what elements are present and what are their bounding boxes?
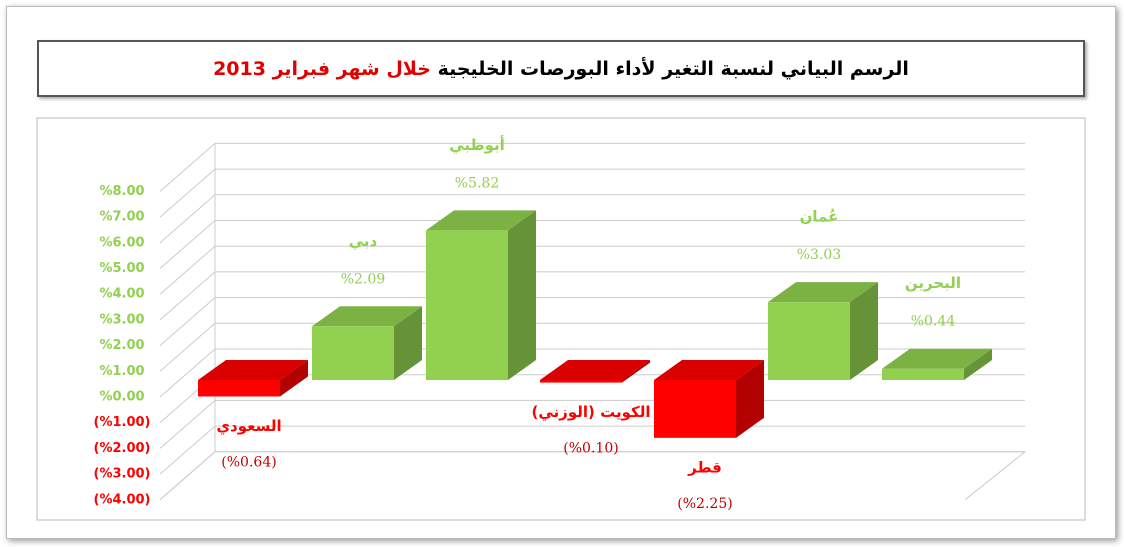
value-label: %2.09 [341, 271, 385, 287]
y-tick-label: %2.00 [99, 338, 144, 353]
bar-top [882, 348, 992, 369]
grid-line [159, 220, 1025, 269]
value-label: (%2.25) [677, 496, 732, 512]
bar-side [508, 210, 536, 380]
y-tick-label: (%2.00) [94, 441, 151, 456]
value-label: %0.44 [911, 314, 956, 330]
y-tick-label: %1.00 [99, 364, 144, 379]
category-label: أبوظبي [449, 135, 505, 154]
value-label: (%0.64) [221, 454, 276, 470]
y-tick-label: (%4.00) [94, 492, 151, 507]
y-tick-label: %3.00 [99, 312, 144, 327]
bar-top [198, 360, 308, 380]
bar-side [850, 282, 878, 380]
y-tick-label: (%3.00) [94, 467, 151, 482]
bar-top [768, 282, 878, 303]
category-label: دبي [349, 232, 378, 250]
bar-side [736, 360, 764, 438]
category-label: الكويت (الوزني) [532, 403, 651, 421]
bar-side [394, 306, 422, 380]
y-tick-label: %5.00 [99, 261, 144, 276]
grid-line [159, 348, 1025, 398]
bar-side [622, 360, 650, 383]
y-tick-label: %7.00 [99, 210, 144, 225]
bar-side [280, 360, 308, 397]
frame [6, 6, 1116, 539]
bar-top [312, 306, 422, 327]
value-label: %5.82 [455, 175, 499, 191]
bar [198, 380, 280, 397]
y-tick-label: %8.00 [99, 184, 144, 199]
value-label: (%0.10) [563, 441, 618, 457]
bar [882, 368, 964, 380]
title-box: الرسم البياني لنسبة التغير لأداء البورصا… [37, 40, 1085, 97]
y-tick-label: %0.00 [99, 390, 144, 405]
plot-frame [36, 117, 1086, 521]
chart-title-highlight: خلال شهر فبراير 2013 [213, 57, 431, 80]
bar-side [964, 348, 992, 380]
grid-line [159, 194, 1025, 244]
bar [426, 230, 508, 380]
grid-line [159, 425, 1025, 475]
bar [654, 380, 736, 438]
y-tick-label: (%1.00) [94, 415, 151, 430]
bar [768, 302, 850, 380]
grid-line [159, 271, 1025, 321]
bar-top [426, 210, 536, 231]
bar-top [540, 360, 650, 380]
grid-line [159, 322, 1025, 372]
bar-top [654, 360, 764, 380]
value-label: %3.03 [797, 247, 841, 263]
category-label: عُمان [800, 208, 839, 226]
grid-line [159, 168, 1025, 218]
grid-line [159, 142, 1025, 192]
y-tick-label: %6.00 [99, 235, 144, 250]
chart-title: الرسم البياني لنسبة التغير لأداء البورصا… [437, 57, 909, 80]
floor-edge [159, 451, 1027, 501]
grid-line [159, 245, 1025, 295]
category-label: البحرين [905, 274, 961, 292]
category-label: السعودي [216, 417, 281, 436]
grid-line [159, 451, 1025, 501]
y-tick-label: %4.00 [99, 287, 144, 302]
bar [540, 380, 622, 383]
bar [312, 326, 394, 380]
category-label: قطر [687, 458, 722, 476]
grid-line [159, 297, 1025, 346]
